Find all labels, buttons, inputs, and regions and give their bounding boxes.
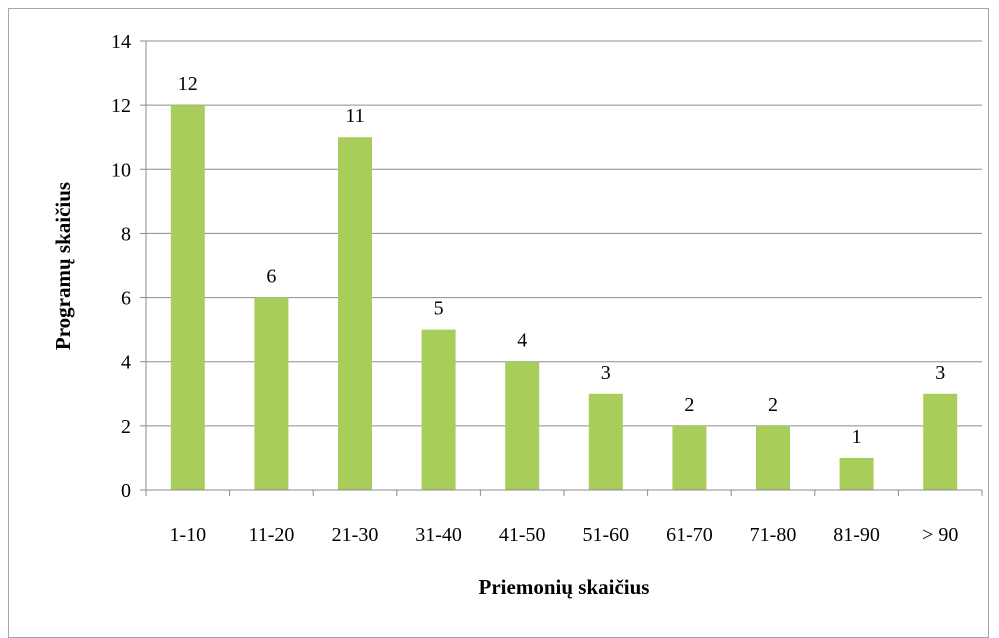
bar — [923, 393, 958, 490]
bar — [170, 105, 205, 491]
data-label: 2 — [768, 394, 778, 416]
data-label: 3 — [935, 362, 945, 384]
x-tick-label: 11-20 — [248, 524, 294, 546]
x-tick-label: 1-10 — [169, 524, 206, 546]
y-axis-title: Programų skaičius — [51, 182, 75, 350]
y-tick-label: 8 — [121, 223, 131, 245]
bar — [839, 457, 874, 490]
bar — [672, 425, 707, 490]
x-tick-label: 61-70 — [666, 524, 713, 546]
bar — [421, 329, 456, 490]
y-tick-labels: 0 2 4 6 8 10 12 14 — [111, 31, 131, 502]
y-tick-label: 2 — [121, 416, 131, 438]
x-tick-label: 21-30 — [332, 524, 379, 546]
x-tick-label: 51-60 — [582, 524, 629, 546]
x-tick-labels: 1-10 11-20 21-30 31-40 41-50 51-60 61-70 71-80 8… — [169, 524, 958, 546]
x-tick-label: > 90 — [922, 524, 958, 546]
data-label: 12 — [178, 73, 198, 95]
y-tick-label: 4 — [121, 352, 131, 374]
y-tick-label: 10 — [111, 159, 131, 181]
data-label: 3 — [601, 362, 611, 384]
data-label: 11 — [345, 105, 364, 127]
y-tick-label: 0 — [121, 480, 131, 502]
x-tick-label: 81-90 — [833, 524, 880, 546]
y-tick-label: 12 — [111, 95, 131, 117]
x-tick-label: 41-50 — [499, 524, 546, 546]
data-labels: 12 6 11 5 4 3 2 2 1 3 — [178, 73, 945, 448]
y-tick-label: 6 — [121, 288, 131, 310]
bar — [505, 361, 540, 490]
bar — [254, 297, 289, 490]
bars — [170, 105, 958, 491]
x-tick-label: 71-80 — [750, 524, 797, 546]
bar — [756, 425, 790, 490]
data-label: 6 — [266, 266, 276, 288]
data-label: 5 — [434, 298, 444, 320]
x-axis-title: Priemonių skaičius — [479, 575, 650, 599]
axes — [140, 40, 983, 496]
data-label: 1 — [852, 426, 862, 448]
data-label: 4 — [517, 330, 527, 352]
data-label: 2 — [684, 394, 694, 416]
bar — [588, 393, 623, 490]
bar — [338, 137, 372, 490]
x-tick-label: 31-40 — [415, 524, 462, 546]
y-tick-label: 14 — [111, 31, 131, 53]
